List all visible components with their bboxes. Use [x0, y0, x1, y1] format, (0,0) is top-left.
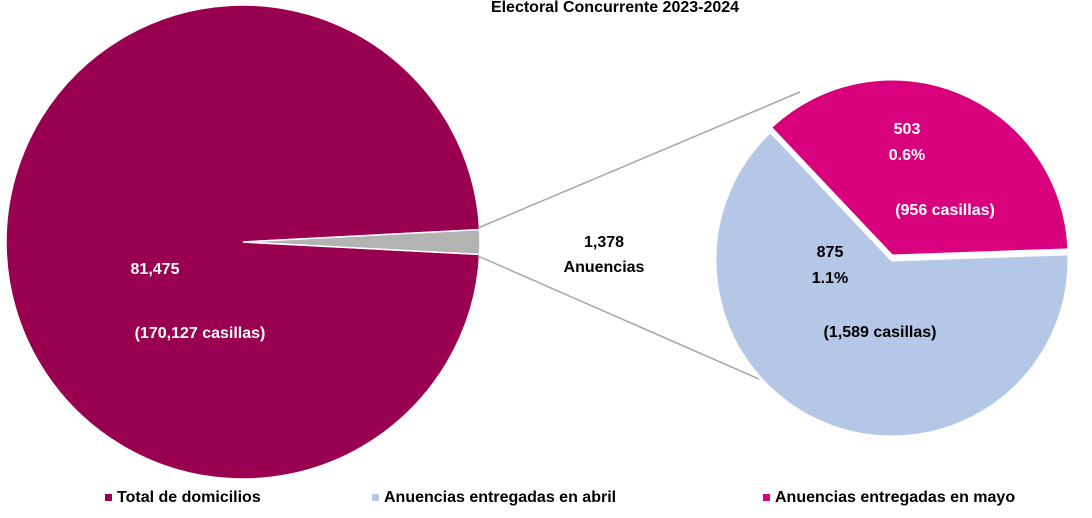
data-label: (170,127 casillas): [135, 325, 266, 342]
data-label: 1.1%: [812, 270, 848, 287]
legend-marker: [105, 494, 112, 501]
data-label: (956 casillas): [895, 202, 995, 219]
legend-label: Anuencias entregadas en mayo: [775, 489, 1015, 506]
data-label: (1,589 casillas): [824, 324, 937, 341]
pie-slice: [242, 228, 481, 256]
connector: [477, 91, 801, 229]
legend-marker: [372, 494, 379, 501]
data-label: 0.6%: [889, 147, 925, 164]
legend-label: Anuencias entregadas en abril: [384, 489, 616, 506]
pie-slice: [768, 77, 1071, 258]
pie-slice: [713, 129, 1071, 439]
chart-title: Electoral Concurrente 2023-2024: [491, 0, 739, 16]
data-label: Anuencias: [564, 259, 645, 276]
connector: [477, 255, 801, 398]
data-label: 503: [894, 121, 921, 138]
data-label: 81,475: [131, 261, 180, 278]
legend-label: Total de domicilios: [117, 489, 261, 506]
data-label: 875: [817, 244, 844, 261]
legend-marker: [763, 494, 770, 501]
data-label: 1,378: [584, 234, 624, 251]
pie-slice: [5, 4, 481, 480]
